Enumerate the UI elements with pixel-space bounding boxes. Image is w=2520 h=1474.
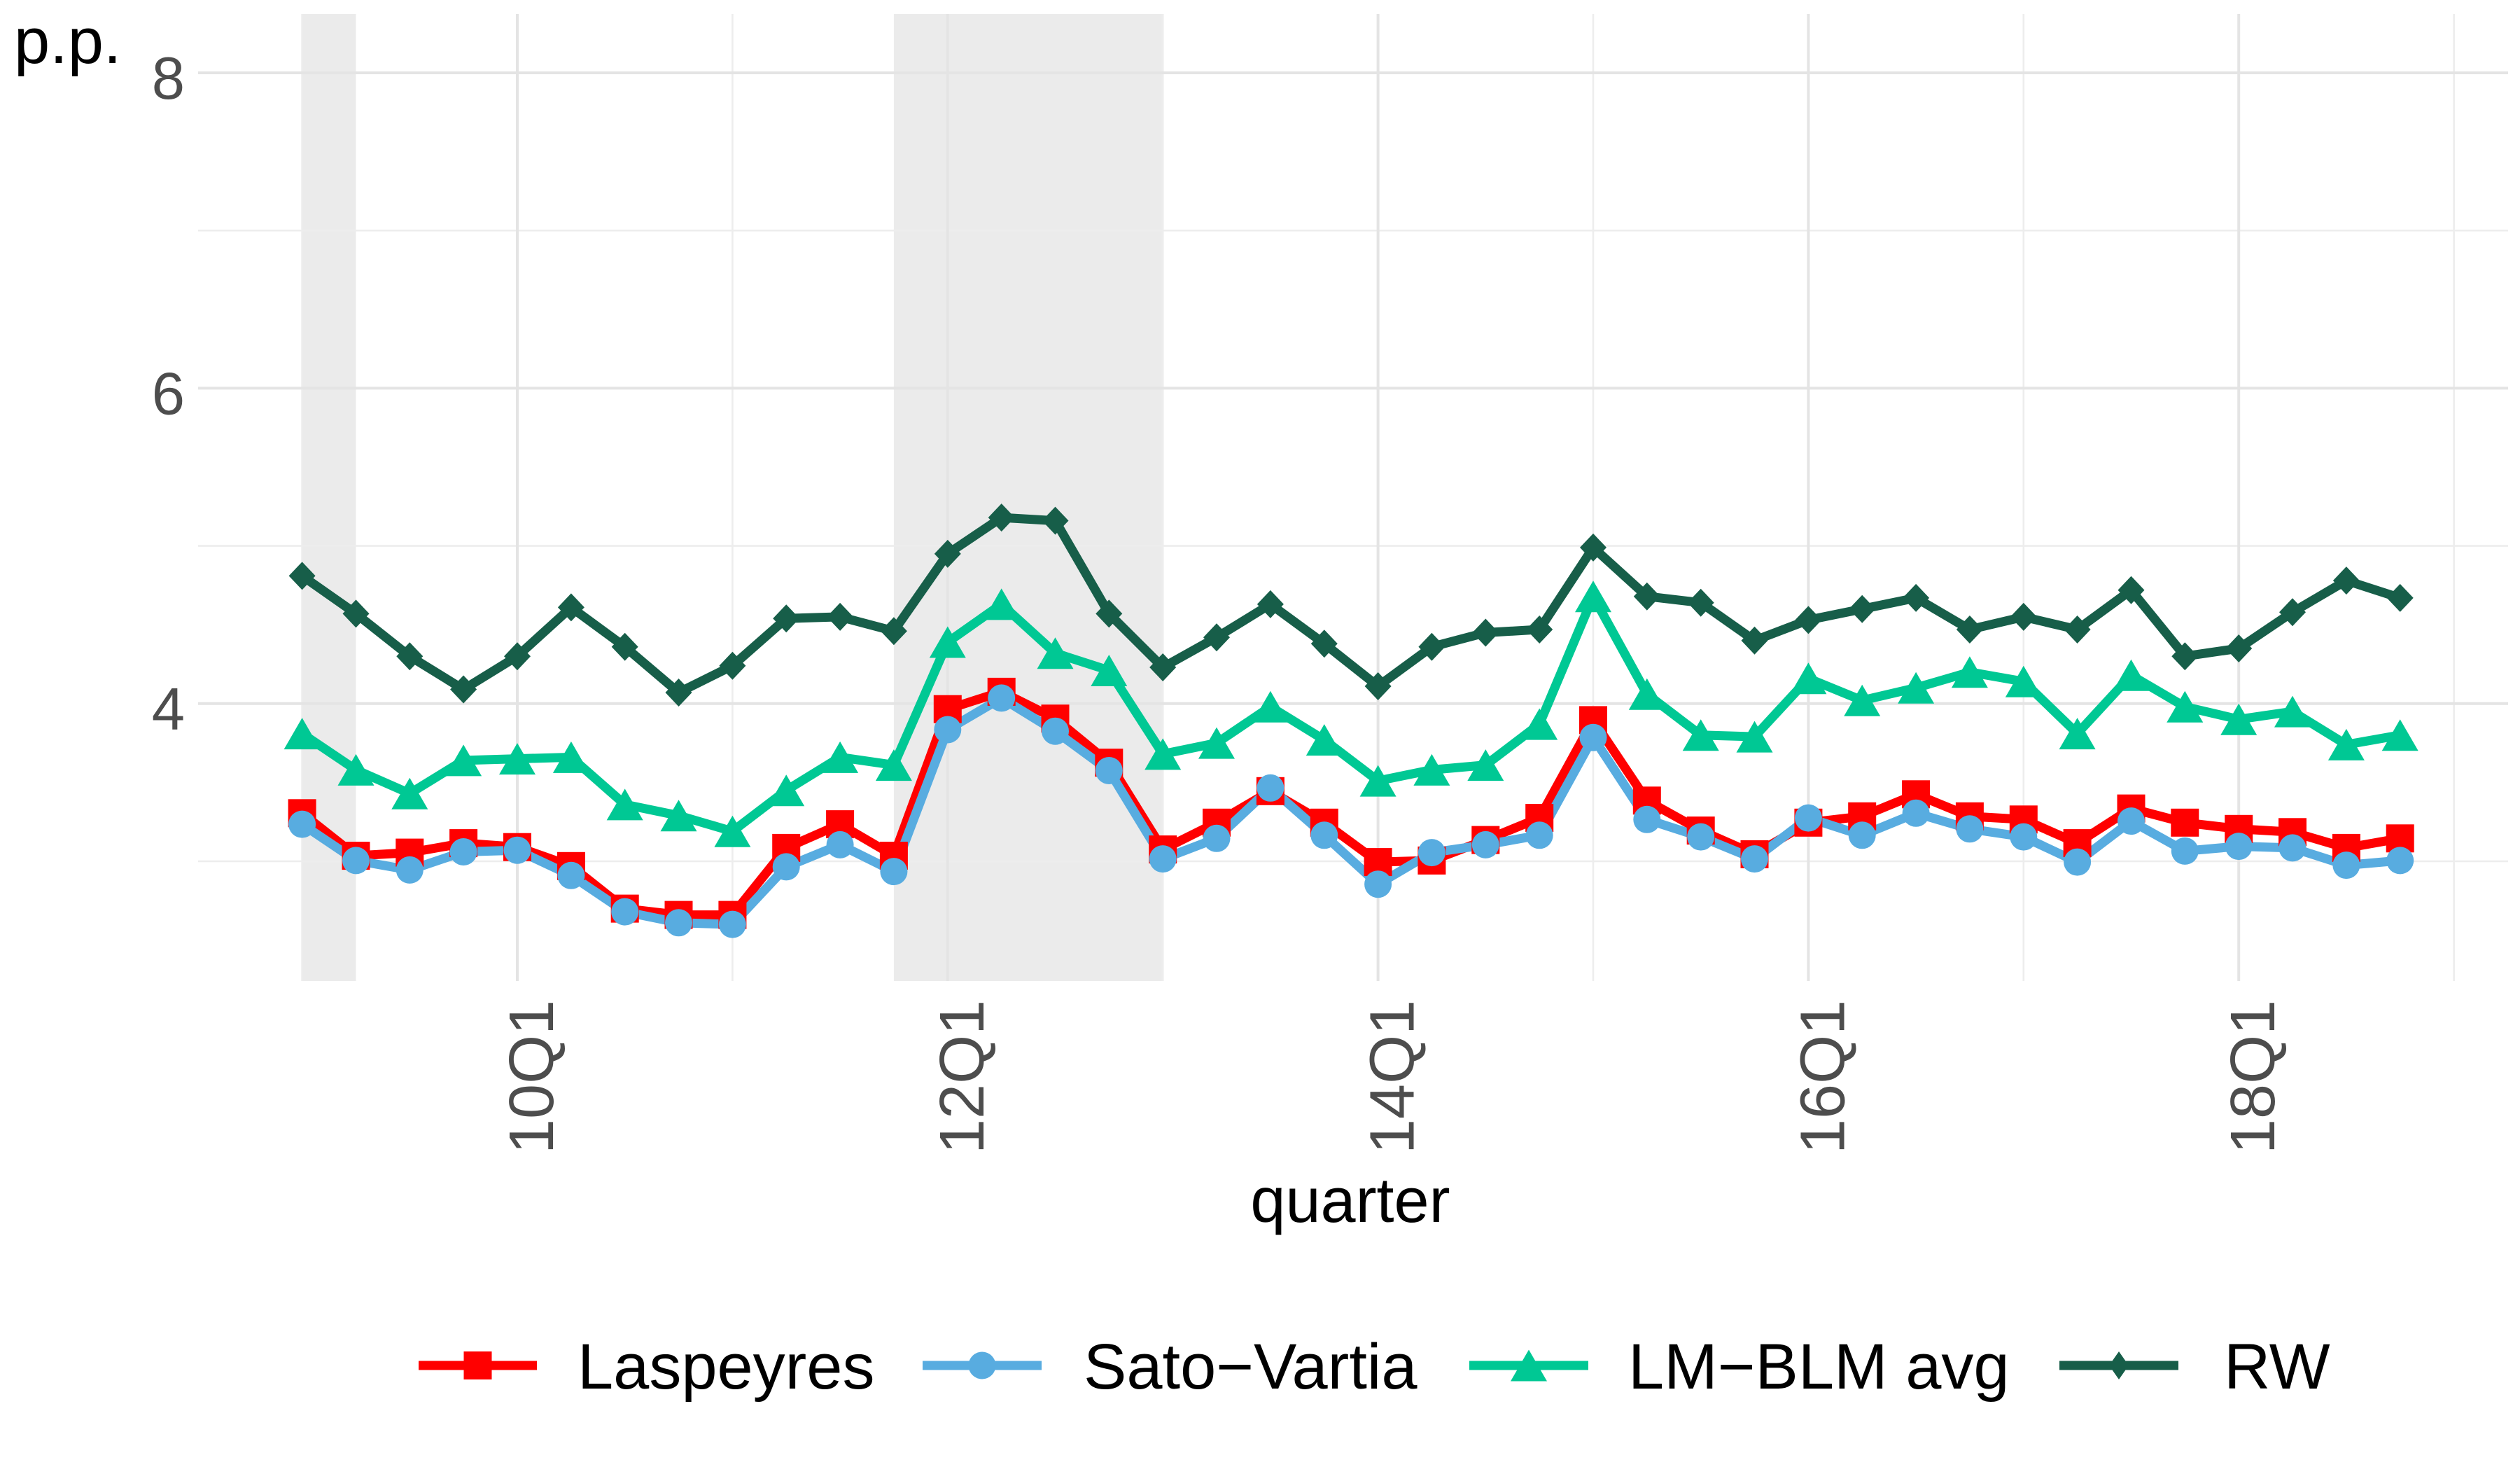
svg-text:10Q1: 10Q1 <box>497 1000 567 1154</box>
svg-text:quarter: quarter <box>1250 1166 1450 1236</box>
svg-text:RW: RW <box>2224 1331 2330 1403</box>
svg-text:8: 8 <box>152 46 185 112</box>
svg-text:LM−BLM avg: LM−BLM avg <box>1628 1331 2010 1403</box>
svg-text:Sato−Vartia: Sato−Vartia <box>1084 1331 1418 1403</box>
svg-text:6: 6 <box>152 361 185 427</box>
svg-text:4: 4 <box>152 676 185 743</box>
svg-text:12Q1: 12Q1 <box>927 1000 997 1154</box>
svg-text:p.p.: p.p. <box>14 6 121 77</box>
svg-text:14Q1: 14Q1 <box>1358 1000 1428 1154</box>
svg-text:Laspeyres: Laspeyres <box>578 1331 874 1403</box>
svg-text:18Q1: 18Q1 <box>2218 1000 2288 1154</box>
svg-text:16Q1: 16Q1 <box>1788 1000 1858 1154</box>
